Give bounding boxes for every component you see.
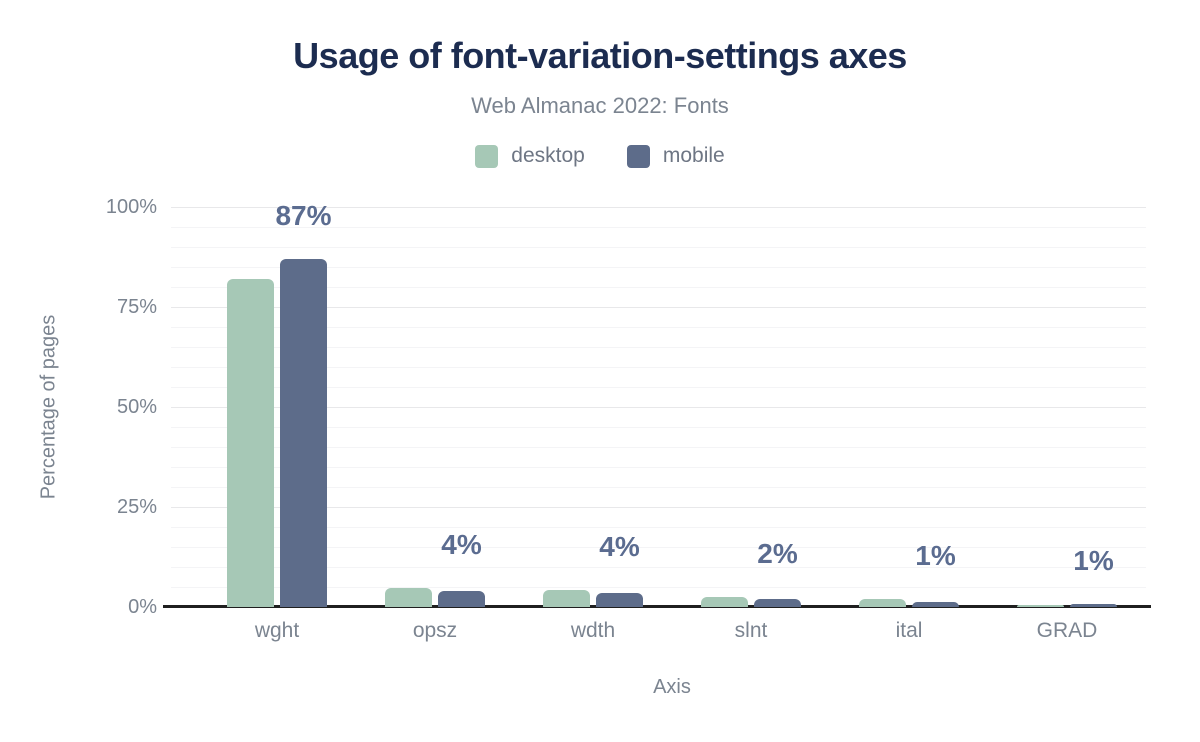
bar-mobile-opsz	[438, 591, 485, 607]
bar-mobile-ital	[912, 602, 959, 607]
gridline-40	[171, 447, 1146, 448]
gridline-95	[171, 227, 1146, 228]
mobile-swatch-icon	[626, 144, 650, 168]
legend-label-desktop: desktop	[511, 144, 585, 167]
gridline-25	[171, 507, 1146, 508]
bar-mobile-wdth	[596, 592, 643, 607]
gridline-20	[171, 527, 1146, 528]
gridline-85	[171, 267, 1146, 268]
x-axis-title: Axis	[653, 676, 691, 698]
gridline-5	[171, 587, 1146, 588]
x-tick-ital: ital	[895, 619, 923, 642]
bar-mobile-slnt	[754, 599, 801, 607]
bar-value-label-ital: 1%	[915, 540, 956, 571]
bar-desktop-slnt	[701, 597, 748, 607]
gridline-10	[171, 567, 1146, 568]
bar-value-label-slnt: 2%	[757, 538, 798, 569]
bar-desktop-opsz	[385, 588, 432, 607]
bar-value-label-GRAD: 1%	[1073, 544, 1114, 576]
gridline-15	[171, 547, 1146, 548]
gridline-55	[171, 387, 1146, 388]
x-tick-wght: wght	[254, 619, 300, 642]
gridline-35	[171, 467, 1146, 468]
bar-desktop-GRAD	[1017, 604, 1064, 607]
chart-title: Usage of font-variation-settings axes	[293, 35, 907, 76]
gridline-65	[171, 347, 1146, 348]
x-tick-opsz: opsz	[412, 619, 458, 642]
y-tick-50: 50%	[116, 396, 157, 418]
legend-item-mobile: mobile	[626, 144, 725, 168]
legend-item-desktop: desktop	[475, 144, 585, 168]
x-tick-wdth: wdth	[570, 619, 616, 642]
bar-mobile-GRAD	[1070, 603, 1117, 607]
gridline-50	[171, 407, 1146, 408]
gridline-75	[171, 307, 1146, 308]
y-tick-0: 0%	[128, 596, 157, 618]
gridline-70	[171, 327, 1146, 328]
gridline-90	[171, 247, 1146, 248]
bar-value-label-opsz: 4%	[441, 529, 482, 561]
legend-label-mobile: mobile	[662, 144, 725, 167]
bar-value-label-wght: 87%	[275, 200, 332, 231]
chart-legend: desktop mobile	[0, 141, 1200, 171]
y-tick-25: 25%	[116, 496, 157, 518]
gridline-60	[171, 367, 1146, 368]
bar-mobile-wght	[280, 259, 327, 607]
x-axis-line	[163, 605, 1151, 608]
bar-desktop-ital	[859, 599, 906, 607]
gridline-80	[171, 287, 1146, 288]
y-tick-100: 100%	[105, 196, 157, 218]
y-tick-75: 75%	[116, 296, 157, 318]
x-tick-slnt: slnt	[734, 619, 768, 642]
chart-subtitle: Web Almanac 2022: Fonts	[471, 93, 729, 118]
gridline-45	[171, 427, 1146, 428]
gridline-30	[171, 487, 1146, 488]
bar-desktop-wght	[227, 279, 274, 607]
x-tick-GRAD: GRAD	[1036, 619, 1098, 642]
bar-desktop-wdth	[543, 589, 590, 607]
bar-value-label-wdth: 4%	[599, 530, 640, 562]
gridline-100	[171, 207, 1146, 208]
desktop-swatch-icon	[475, 144, 499, 168]
